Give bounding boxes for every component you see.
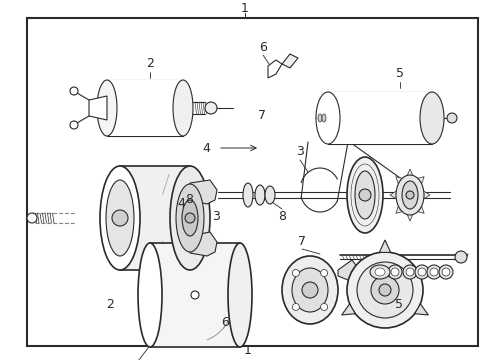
- Ellipse shape: [375, 268, 385, 276]
- Text: 7: 7: [298, 235, 306, 248]
- Polygon shape: [338, 260, 358, 280]
- Polygon shape: [89, 96, 107, 120]
- Polygon shape: [27, 18, 478, 346]
- Text: 5: 5: [395, 298, 403, 311]
- Circle shape: [359, 189, 371, 201]
- Text: 5: 5: [396, 67, 404, 80]
- Text: 8: 8: [278, 210, 286, 223]
- Circle shape: [70, 121, 78, 129]
- Ellipse shape: [97, 80, 117, 136]
- Circle shape: [70, 87, 78, 95]
- Ellipse shape: [243, 183, 253, 207]
- Circle shape: [27, 213, 37, 223]
- Circle shape: [320, 303, 328, 310]
- Polygon shape: [107, 80, 183, 136]
- Text: 6: 6: [259, 41, 267, 54]
- Circle shape: [302, 282, 318, 298]
- Polygon shape: [282, 54, 298, 68]
- Polygon shape: [396, 177, 402, 184]
- Circle shape: [347, 252, 423, 328]
- Text: 6: 6: [221, 316, 229, 329]
- Circle shape: [205, 102, 217, 114]
- Ellipse shape: [265, 186, 275, 204]
- Circle shape: [185, 213, 195, 223]
- Ellipse shape: [420, 92, 444, 144]
- Ellipse shape: [282, 256, 338, 324]
- Ellipse shape: [316, 92, 340, 144]
- Ellipse shape: [107, 80, 183, 136]
- Ellipse shape: [402, 181, 418, 209]
- Circle shape: [406, 191, 414, 199]
- Ellipse shape: [176, 184, 204, 252]
- Circle shape: [430, 268, 438, 276]
- Ellipse shape: [138, 243, 162, 347]
- Circle shape: [447, 113, 457, 123]
- Polygon shape: [190, 180, 217, 204]
- Polygon shape: [415, 304, 428, 315]
- Ellipse shape: [396, 175, 424, 215]
- Ellipse shape: [100, 166, 140, 270]
- Text: 1: 1: [244, 345, 251, 357]
- Text: 3: 3: [296, 145, 304, 158]
- Circle shape: [427, 265, 441, 279]
- Polygon shape: [390, 191, 396, 199]
- Circle shape: [406, 268, 414, 276]
- Polygon shape: [190, 232, 217, 256]
- Circle shape: [379, 284, 391, 296]
- Polygon shape: [268, 60, 282, 78]
- Ellipse shape: [322, 114, 326, 122]
- Ellipse shape: [106, 180, 134, 256]
- Text: 4: 4: [202, 141, 210, 154]
- Text: 8: 8: [185, 193, 193, 206]
- Circle shape: [357, 262, 413, 318]
- Circle shape: [320, 270, 328, 276]
- Ellipse shape: [228, 243, 252, 347]
- Ellipse shape: [318, 114, 322, 122]
- Text: 1: 1: [241, 1, 249, 14]
- Circle shape: [439, 265, 453, 279]
- Polygon shape: [379, 240, 391, 252]
- Text: 3: 3: [212, 210, 220, 222]
- Polygon shape: [418, 206, 424, 213]
- Circle shape: [191, 291, 199, 299]
- Ellipse shape: [173, 80, 193, 136]
- Polygon shape: [342, 304, 355, 315]
- Circle shape: [371, 276, 399, 304]
- Circle shape: [293, 303, 299, 310]
- Ellipse shape: [370, 265, 390, 279]
- Text: 2: 2: [106, 298, 114, 311]
- Polygon shape: [396, 206, 402, 213]
- Ellipse shape: [170, 166, 210, 270]
- Polygon shape: [150, 243, 240, 347]
- Circle shape: [293, 270, 299, 276]
- Ellipse shape: [292, 268, 328, 312]
- Text: 4: 4: [177, 197, 185, 210]
- Polygon shape: [407, 169, 413, 175]
- Ellipse shape: [347, 157, 383, 233]
- Ellipse shape: [455, 251, 467, 263]
- Ellipse shape: [182, 200, 198, 236]
- Polygon shape: [424, 191, 430, 199]
- Polygon shape: [328, 92, 432, 144]
- Circle shape: [388, 265, 402, 279]
- Text: 2: 2: [146, 57, 154, 70]
- Circle shape: [418, 268, 426, 276]
- Ellipse shape: [255, 185, 265, 205]
- Circle shape: [112, 210, 128, 226]
- Polygon shape: [120, 166, 190, 270]
- Circle shape: [442, 268, 450, 276]
- Circle shape: [391, 268, 399, 276]
- Polygon shape: [418, 177, 424, 184]
- Ellipse shape: [355, 171, 375, 219]
- Polygon shape: [407, 215, 413, 221]
- Text: 7: 7: [258, 109, 266, 122]
- Circle shape: [415, 265, 429, 279]
- Circle shape: [403, 265, 417, 279]
